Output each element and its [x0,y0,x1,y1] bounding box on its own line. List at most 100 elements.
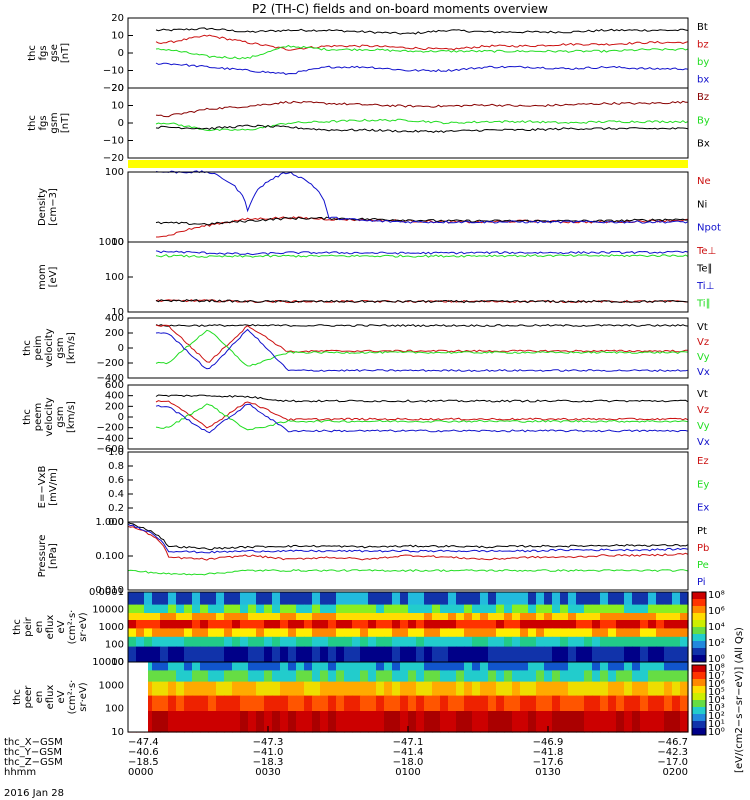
spectrogram-cell [584,620,593,629]
spectrogram-cell [456,613,465,621]
spectrogram-cell [272,628,281,638]
xaxis-value: −47.4 [128,737,159,748]
xaxis-value: −42.3 [657,747,688,758]
spectrogram-cell [296,646,305,663]
series-line [127,525,689,561]
spectrogram-cell [512,628,521,638]
spectrogram-cell [600,681,609,697]
spectrogram-cell [560,613,569,621]
spectrogram-cell [216,636,225,648]
spectrogram-cell [336,670,345,683]
spectrogram-cell [344,628,353,638]
spectrogram-cell [568,646,577,663]
xaxis-value: −18.5 [128,757,159,768]
spectrogram-cell [336,604,345,614]
spectrogram-cell [624,681,633,697]
ytick-label: 0.2 [108,503,124,514]
colorbar-tick: 10⁷ [708,671,725,682]
ylabel-line: thc [22,409,33,425]
spectrogram-cell [224,620,233,629]
spectrogram-cell [216,681,225,697]
spectrogram-cell [152,681,161,697]
spectrogram-cell [512,711,521,733]
spectrogram-cell [144,646,153,663]
ylabel-line: thc [12,619,23,635]
ytick-label: 20 [111,13,124,24]
spectrogram-cell [680,670,689,683]
ytick-label: 100 [105,640,124,651]
spectrogram-cell [336,711,345,733]
spectrogram-cell [240,711,249,733]
spectrogram-cell [304,646,313,663]
ytick-label: 0.4 [108,489,124,500]
spectrogram-cell [512,613,521,621]
spectrogram-cell [624,613,633,621]
spectrogram-cell [672,613,681,621]
spectrogram-cell [392,592,401,606]
spectrogram-cell [672,620,681,629]
spectrogram-cell [600,670,609,683]
ytick-label: 0 [118,343,124,354]
spectrogram-cell [504,620,513,629]
spectrogram-cell [528,613,537,621]
spectrogram-cell [432,681,441,697]
spectrogram-cell [568,681,577,697]
spectrogram-cell [552,662,561,671]
spectrogram-cell [248,670,257,683]
ytick-label: −600 [97,444,124,455]
ytick-label: 10 [111,727,124,738]
ylabel-line: [eV] [48,267,59,288]
spectrogram-cell [584,604,593,614]
spectrogram-cell [400,670,409,683]
spectrogram-cell [200,592,209,606]
spectrogram-cell [320,592,329,606]
spectrogram-cell [608,620,617,629]
spectrogram-cell [336,628,345,638]
spectrogram-cell [128,592,137,606]
spectrogram-cell [376,695,385,712]
spectrogram-cell [480,604,489,614]
spectrogram-cell [312,620,321,629]
spectrogram-cell [136,620,145,629]
colorbar-swatch [692,721,706,729]
ylabel-line: [nT] [60,43,71,63]
spectrogram-cell [448,681,457,697]
spectrogram-cell [424,613,433,621]
spectrogram-cell [288,681,297,697]
panel-frame [127,317,689,379]
spectrogram-cell [408,604,417,614]
spectrogram-cell [496,592,505,606]
spectrogram-cell [528,646,537,663]
series-line [155,124,689,133]
spectrogram-cell [448,646,457,663]
spectrogram-cell [272,711,281,733]
spectrogram-cell [368,670,377,683]
spectrogram-cell [656,681,665,697]
spectrogram-cell [208,695,217,712]
spectrogram-cell [408,681,417,697]
spectrogram-cell [232,711,241,733]
spectrogram-cell [488,695,497,712]
spectrogram-cell [632,620,641,629]
spectrogram-cell [128,613,137,621]
ylabel-line: [mV/m] [48,468,59,506]
spectrogram-cell [248,681,257,697]
spectrogram-cell [544,681,553,697]
spectrogram-cell [376,604,385,614]
spectrogram-cell [224,681,233,697]
spectrogram-cell [616,604,625,614]
spectrogram-cell [136,592,145,606]
ytick-label: 20 [111,83,124,94]
spectrogram-cell [184,646,193,663]
spectrogram-cell [448,662,457,671]
legend-entry: Pt [697,526,707,537]
spectrogram-cell [320,613,329,621]
spectrogram-cell [544,711,553,733]
spectrogram-cell [240,662,249,671]
spectrogram-cell [384,670,393,683]
spectrogram-cell [456,670,465,683]
spectrogram-cell [216,613,225,621]
spectrogram-cell [248,613,257,621]
spectrogram-cell [600,646,609,663]
